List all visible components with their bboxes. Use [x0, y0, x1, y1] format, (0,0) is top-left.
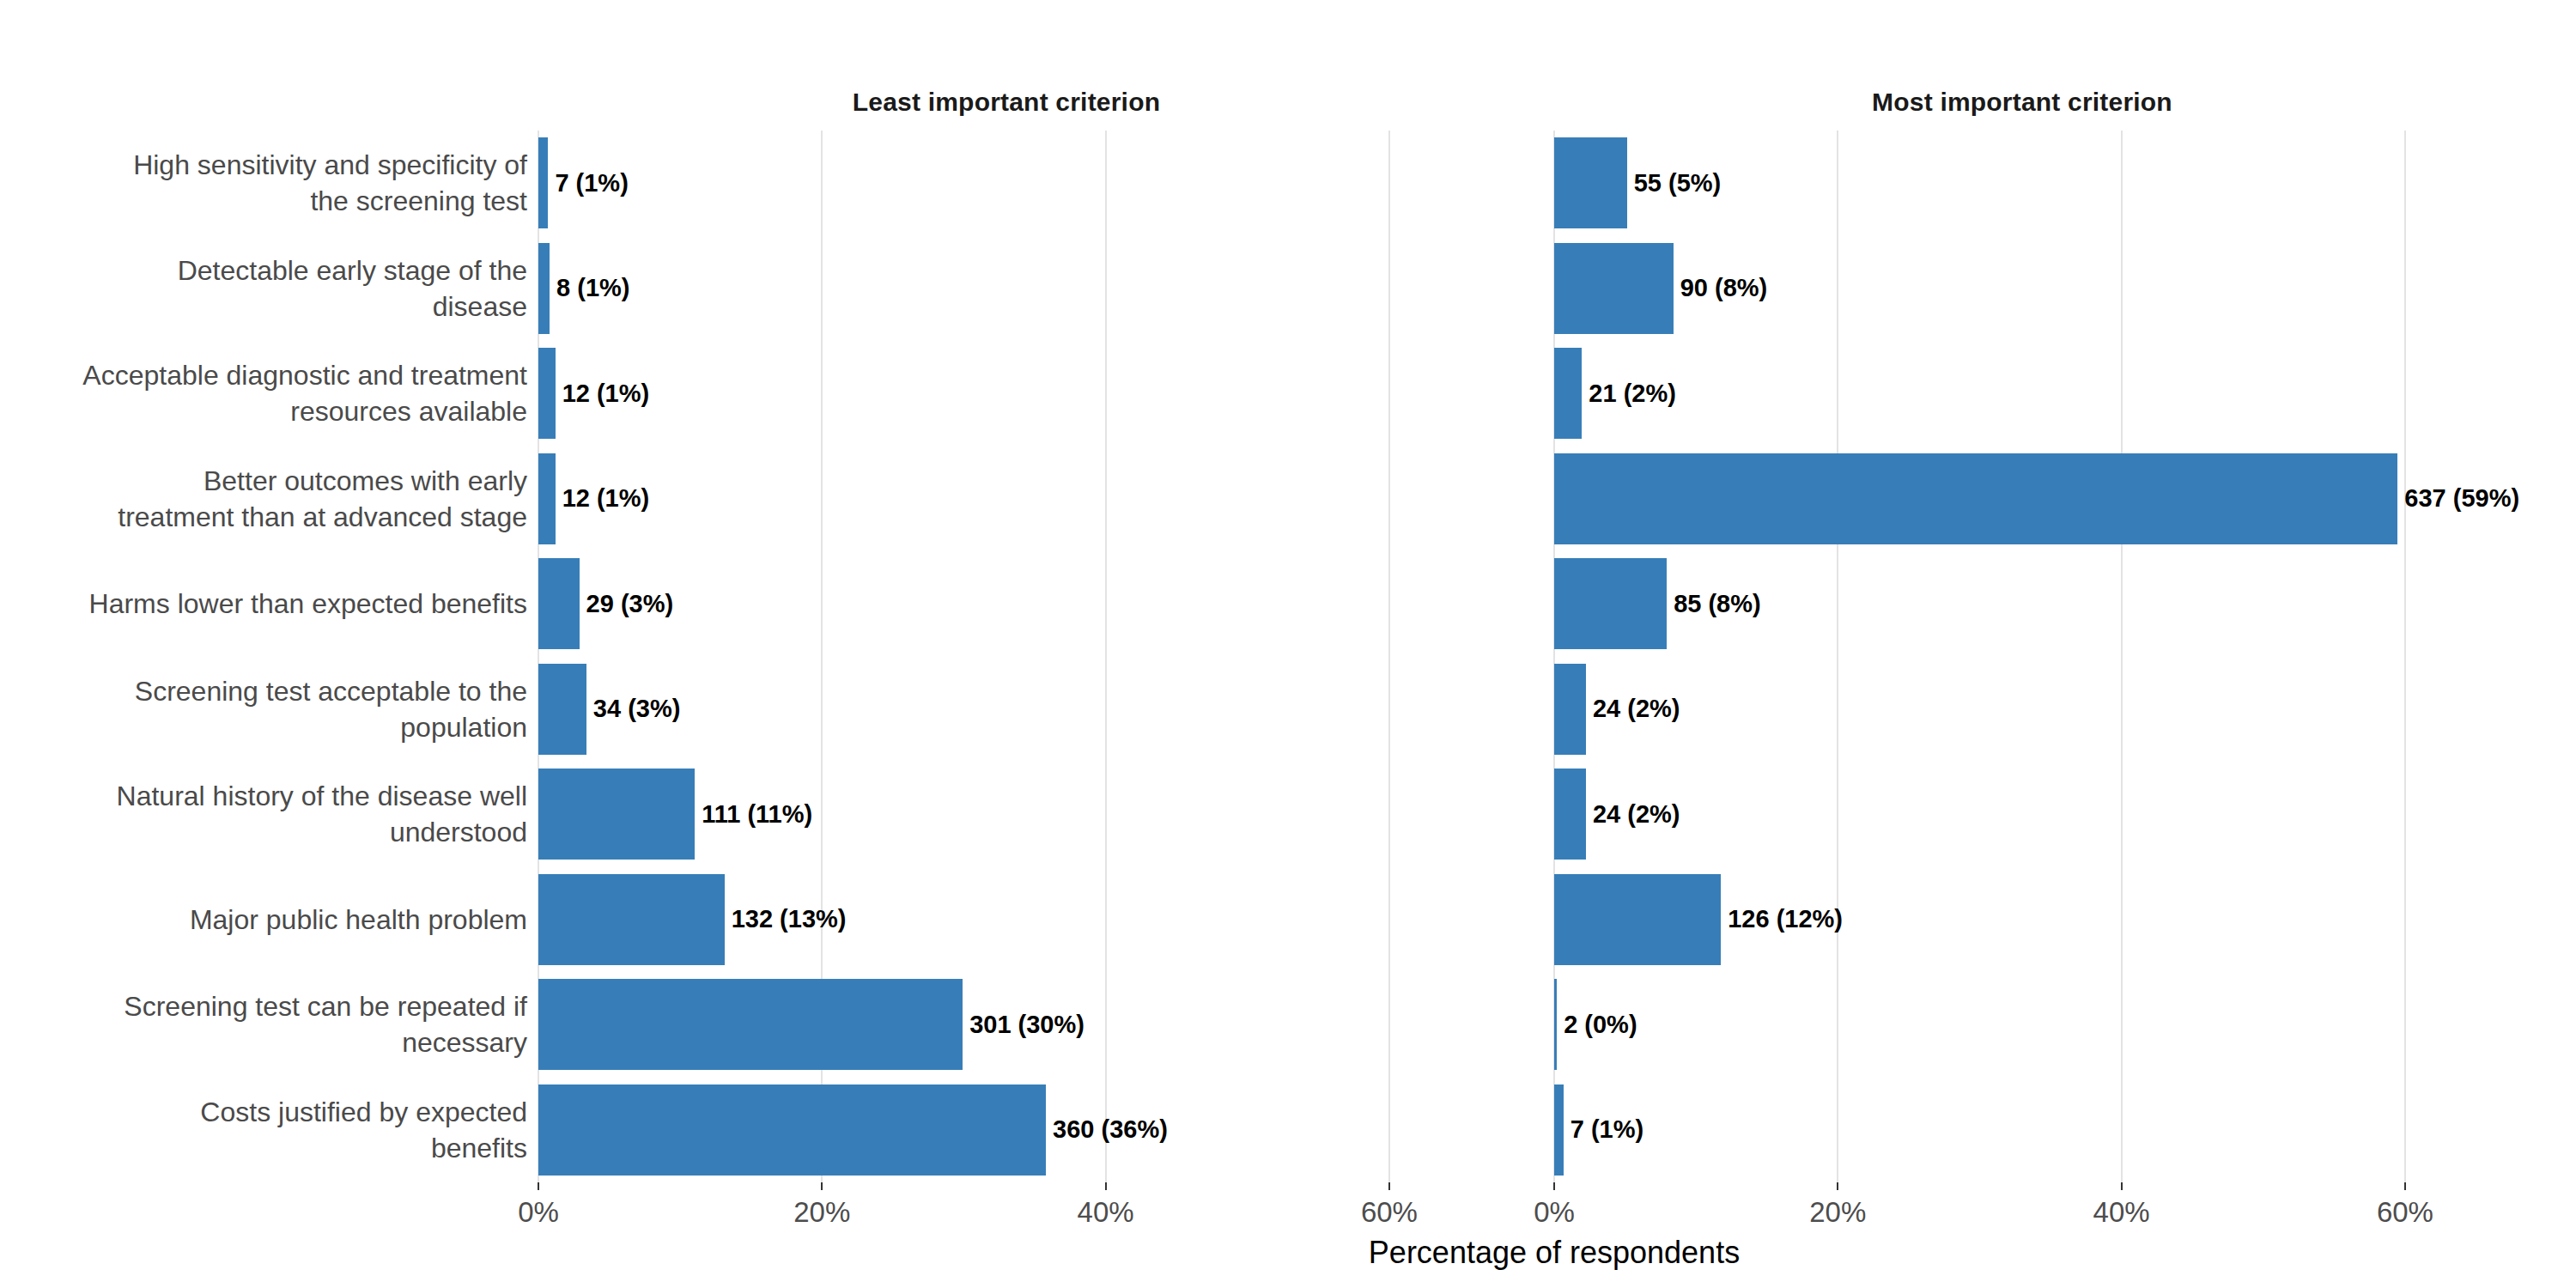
- bar: [538, 664, 586, 755]
- x-tick-label: 60%: [1361, 1195, 1418, 1230]
- bar-value-label: 85 (8%): [1674, 558, 1761, 649]
- bar: [538, 453, 556, 544]
- category-label: Screening test can be repeated if necess…: [0, 972, 527, 1078]
- category-label: Natural history of the disease well unde…: [0, 762, 527, 867]
- category-label: Detectable early stage of the disease: [0, 236, 527, 342]
- bar-value-label: 8 (1%): [556, 243, 629, 334]
- x-tick-label: 40%: [2093, 1195, 2150, 1230]
- x-tick-mark: [821, 1182, 823, 1190]
- bar-value-label: 2 (0%): [1564, 979, 1637, 1070]
- bar: [538, 348, 556, 439]
- bar: [538, 1084, 1046, 1176]
- bar-value-label: 301 (30%): [969, 979, 1084, 1070]
- bar-value-label: 360 (36%): [1053, 1084, 1168, 1176]
- x-tick-mark: [1553, 1182, 1555, 1190]
- bar-value-label: 34 (3%): [593, 664, 681, 755]
- bar-value-label: 111 (11%): [702, 769, 812, 860]
- bar: [1554, 769, 1586, 860]
- gridline-x: [1388, 131, 1390, 1182]
- category-label: Acceptable diagnostic and treatment reso…: [0, 341, 527, 447]
- bar-value-label: 55 (5%): [1634, 137, 1722, 228]
- bar: [538, 558, 580, 649]
- y-axis-labels: High sensitivity and specificity of the …: [0, 131, 527, 1182]
- x-tick-label: 20%: [793, 1195, 850, 1230]
- category-label: Costs justified by expected benefits: [0, 1078, 527, 1183]
- bar-value-label: 12 (1%): [562, 348, 650, 439]
- bar: [1554, 979, 1557, 1070]
- bar-value-label: 29 (3%): [586, 558, 674, 649]
- bar: [1554, 348, 1582, 439]
- bar: [1554, 558, 1667, 649]
- x-tick-mark: [2121, 1182, 2123, 1190]
- x-tick-mark: [1388, 1182, 1390, 1190]
- bar: [538, 243, 550, 334]
- bar: [1554, 453, 2397, 544]
- facet-panel-most-important: 0%20%40%60%55 (5%)90 (8%)21 (2%)637 (59%…: [1554, 131, 2490, 1182]
- x-axis-title: Percentage of respondents: [1369, 1234, 1740, 1272]
- bar: [1554, 137, 1627, 228]
- bar: [538, 769, 695, 860]
- gridline-x: [1105, 131, 1107, 1182]
- bar-value-label: 132 (13%): [732, 874, 847, 965]
- facet-title-least-important: Least important criterion: [538, 82, 1474, 122]
- bar: [1554, 243, 1674, 334]
- bar: [538, 137, 548, 228]
- bar: [1554, 874, 1721, 965]
- gridline-x: [2121, 131, 2123, 1182]
- bar-value-label: 12 (1%): [562, 453, 650, 544]
- bar-value-label: 90 (8%): [1680, 243, 1768, 334]
- bar: [1554, 1084, 1564, 1176]
- x-tick-label: 20%: [1809, 1195, 1866, 1230]
- x-tick-mark: [538, 1182, 539, 1190]
- gridline-x: [2404, 131, 2406, 1182]
- x-tick-label: 0%: [518, 1195, 559, 1230]
- bar-value-label: 24 (2%): [1593, 664, 1680, 755]
- x-tick-mark: [1837, 1182, 1838, 1190]
- x-tick-mark: [1105, 1182, 1107, 1190]
- category-label: Better outcomes with early treatment tha…: [0, 447, 527, 552]
- bar: [538, 874, 725, 965]
- facet-panel-least-important: 0%20%40%60%7 (1%)8 (1%)12 (1%)12 (1%)29 …: [538, 131, 1474, 1182]
- category-label: Harms lower than expected benefits: [0, 551, 527, 657]
- bar-value-label: 7 (1%): [1571, 1084, 1643, 1176]
- bar-value-label: 637 (59%): [2404, 453, 2519, 544]
- x-tick-label: 60%: [2377, 1195, 2433, 1230]
- x-tick-label: 0%: [1534, 1195, 1575, 1230]
- gridline-x: [1837, 131, 1838, 1182]
- bar-value-label: 21 (2%): [1589, 348, 1676, 439]
- bar: [1554, 664, 1586, 755]
- category-label: High sensitivity and specificity of the …: [0, 131, 527, 236]
- x-tick-label: 40%: [1078, 1195, 1134, 1230]
- facet-title-most-important: Most important criterion: [1554, 82, 2490, 122]
- bar: [538, 979, 963, 1070]
- faceted-bar-chart: High sensitivity and specificity of the …: [0, 0, 2576, 1288]
- x-tick-mark: [2404, 1182, 2406, 1190]
- bar-value-label: 24 (2%): [1593, 769, 1680, 860]
- category-label: Screening test acceptable to the populat…: [0, 657, 527, 762]
- bar-value-label: 7 (1%): [555, 137, 628, 228]
- bar-value-label: 126 (12%): [1728, 874, 1843, 965]
- category-label: Major public health problem: [0, 867, 527, 973]
